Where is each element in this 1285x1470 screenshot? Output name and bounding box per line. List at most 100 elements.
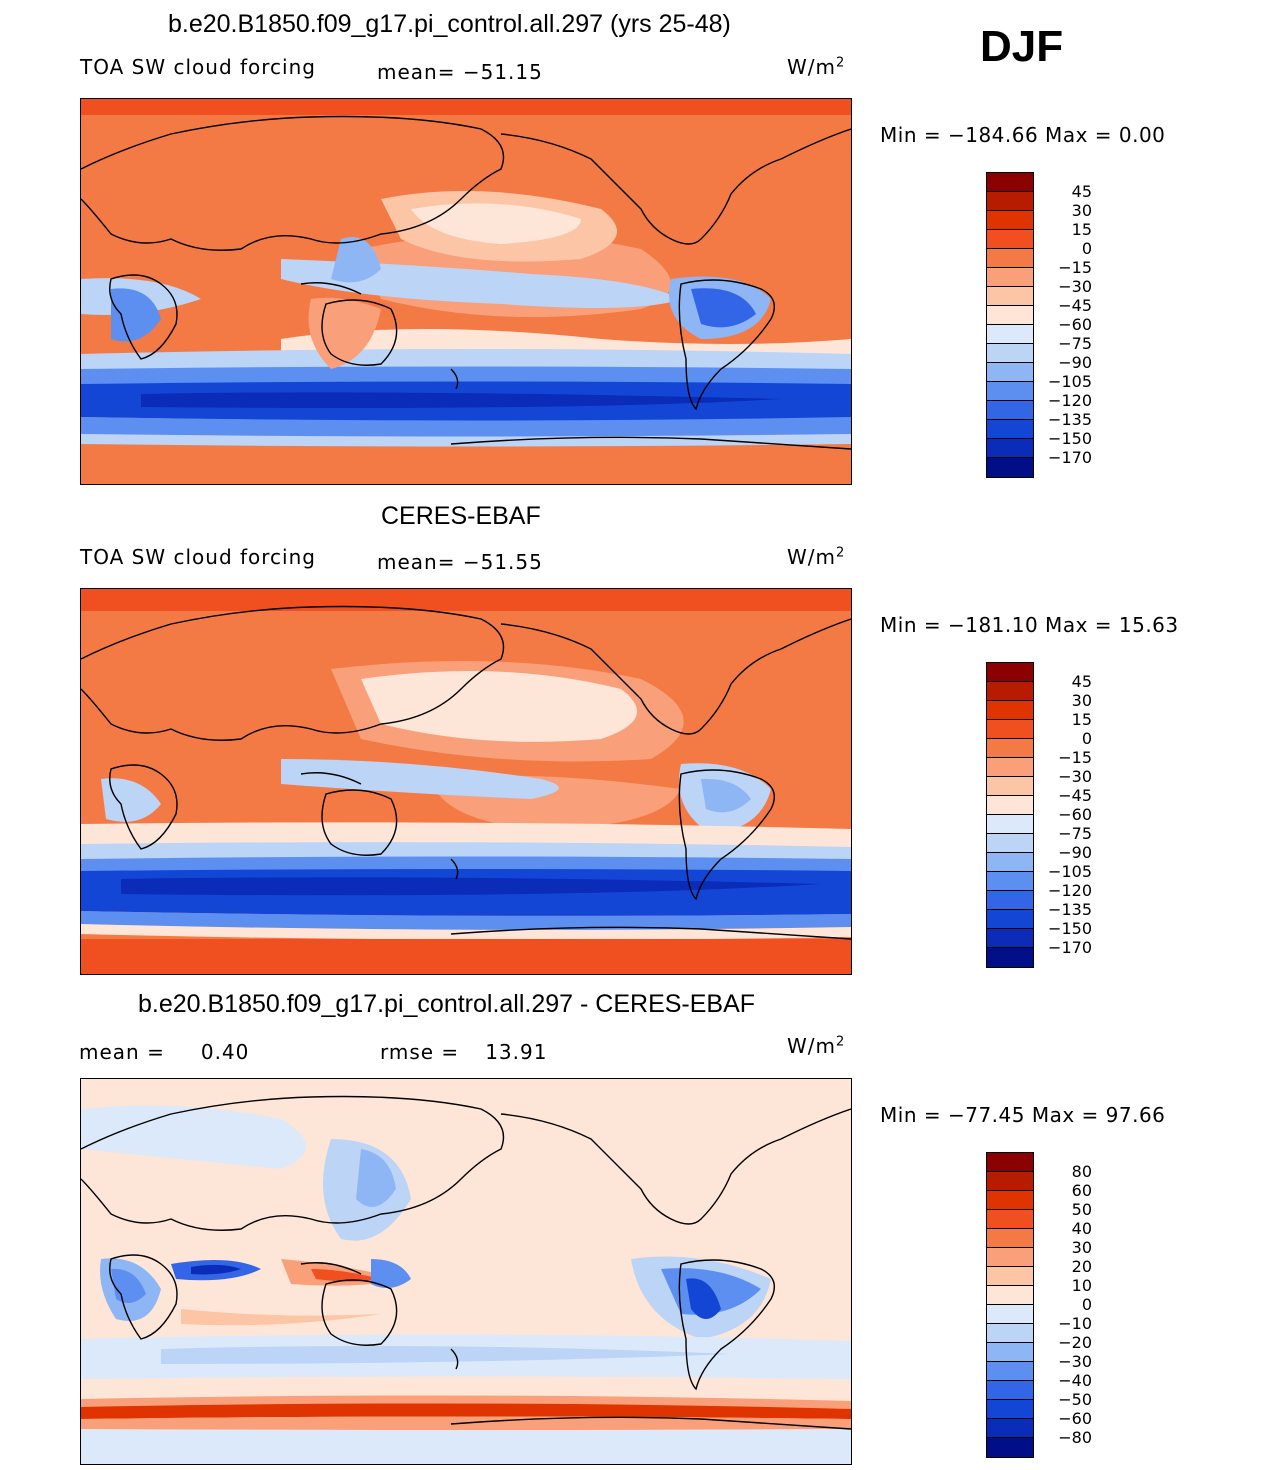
colorbar-segment (987, 1172, 1033, 1191)
colorbar-segment (987, 834, 1033, 853)
colorbar-segment (987, 663, 1033, 682)
colorbar-segment (987, 701, 1033, 720)
colorbar-segment (987, 910, 1033, 929)
panel2-units-base: W/m (787, 545, 836, 569)
panel3-units-exp: 2 (836, 1034, 846, 1050)
panel3-minmax: Min = −77.45 Max = 97.66 (880, 1103, 1166, 1127)
panel2-mean-value: −51.55 (462, 550, 543, 574)
colorbar-tick-label: −75 (1058, 824, 1092, 843)
colorbar-segment (987, 439, 1033, 458)
season-label: DJF (980, 22, 1064, 71)
colorbar-segment (987, 1324, 1033, 1343)
panel2-map (80, 588, 852, 975)
colorbar-segment (987, 1438, 1033, 1457)
colorbar-tick-label: −150 (1048, 919, 1092, 938)
colorbar-segment (987, 192, 1033, 211)
colorbar-tick-label: 80 (1071, 1162, 1092, 1181)
colorbar-segment (987, 249, 1033, 268)
colorbar-tick-label: 0 (1081, 729, 1092, 748)
colorbar-tick-label: −45 (1058, 786, 1092, 805)
colorbar-segment (987, 796, 1033, 815)
panel2-units-exp: 2 (836, 545, 846, 561)
panel1-mean-value: −51.15 (462, 60, 543, 84)
colorbar-tick-label: −15 (1058, 748, 1092, 767)
panel2-mean-label: mean= (377, 550, 463, 574)
colorbar-segment (987, 1419, 1033, 1438)
colorbar-segment (987, 306, 1033, 325)
colorbar-tick-label: −10 (1058, 1314, 1092, 1333)
panel1-minmax: Min = −184.66 Max = 0.00 (880, 123, 1166, 147)
colorbar-segment (987, 758, 1033, 777)
colorbar-tick-label: 15 (1071, 220, 1092, 239)
colorbar-tick-label: 45 (1071, 182, 1092, 201)
colorbar-tick-label: 45 (1071, 672, 1092, 691)
colorbar-tick-label: 30 (1071, 691, 1092, 710)
panel3-contour-field (81, 1079, 851, 1464)
colorbar-segment (987, 853, 1033, 872)
colorbar-segment (987, 1286, 1033, 1305)
colorbar-tick-label: −30 (1058, 277, 1092, 296)
colorbar-segment (987, 1362, 1033, 1381)
panel1-mean: mean= −51.15 (377, 60, 543, 84)
colorbar-segment (987, 363, 1033, 382)
colorbar-tick-label: −60 (1058, 805, 1092, 824)
colorbar-tick-label: −90 (1058, 353, 1092, 372)
colorbar-tick-label: −50 (1058, 1390, 1092, 1409)
panel2-units: W/m2 (787, 545, 845, 569)
colorbar-tick-label: 10 (1071, 1276, 1092, 1295)
colorbar-tick-label: −170 (1048, 938, 1092, 957)
panel2-title: CERES-EBAF (381, 502, 541, 530)
panel2-contour-field (81, 589, 851, 974)
colorbar-tick-label: 60 (1071, 1181, 1092, 1200)
colorbar-segment (987, 720, 1033, 739)
panel3-units: W/m2 (787, 1034, 845, 1058)
colorbar-segment (987, 268, 1033, 287)
colorbar-tick-label: −120 (1048, 391, 1092, 410)
colorbar-segment (987, 929, 1033, 948)
colorbar-tick-label: −60 (1058, 1409, 1092, 1428)
colorbar-tick-label: 15 (1071, 710, 1092, 729)
panel2-variable-label: TOA SW cloud forcing (80, 545, 316, 569)
panel2-minmax: Min = −181.10 Max = 15.63 (880, 613, 1179, 637)
panel3-units-base: W/m (787, 1034, 836, 1058)
colorbar-tick-label: 20 (1071, 1257, 1092, 1276)
panel2-colorbar (986, 662, 1034, 968)
colorbar-segment (987, 230, 1033, 249)
colorbar-tick-label: −30 (1058, 1352, 1092, 1371)
panel1-map (80, 98, 852, 485)
panel2-mean: mean= −51.55 (377, 550, 543, 574)
colorbar-segment (987, 211, 1033, 230)
colorbar-tick-label: 50 (1071, 1200, 1092, 1219)
panel3-title: b.e20.B1850.f09_g17.pi_control.all.297 -… (138, 990, 756, 1018)
panel3-rmse-value: 13.91 (485, 1040, 548, 1064)
colorbar-tick-label: −105 (1048, 372, 1092, 391)
colorbar-segment (987, 682, 1033, 701)
colorbar-segment (987, 1267, 1033, 1286)
colorbar-tick-label: −120 (1048, 881, 1092, 900)
panel1-units-base: W/m (787, 55, 836, 79)
colorbar-segment (987, 1191, 1033, 1210)
colorbar-tick-label: 40 (1071, 1219, 1092, 1238)
colorbar-tick-label: 30 (1071, 1238, 1092, 1257)
colorbar-segment (987, 1400, 1033, 1419)
panel3-colorbar (986, 1152, 1034, 1458)
colorbar-segment (987, 1248, 1033, 1267)
colorbar-tick-label: 0 (1081, 239, 1092, 258)
colorbar-tick-label: −15 (1058, 258, 1092, 277)
colorbar-segment (987, 420, 1033, 439)
colorbar-segment (987, 401, 1033, 420)
colorbar-tick-label: −105 (1048, 862, 1092, 881)
colorbar-tick-label: −135 (1048, 900, 1092, 919)
panel3-mean: mean = 0.40 (79, 1040, 249, 1064)
panel1-contour-field (81, 99, 851, 484)
panel1-title: b.e20.B1850.f09_g17.pi_control.all.297 (… (168, 10, 731, 38)
colorbar-tick-label: 30 (1071, 201, 1092, 220)
panel1-variable-label: TOA SW cloud forcing (80, 55, 316, 79)
colorbar-segment (987, 891, 1033, 910)
colorbar-tick-label: −80 (1058, 1428, 1092, 1447)
colorbar-segment (987, 872, 1033, 891)
colorbar-segment (987, 739, 1033, 758)
colorbar-segment (987, 1210, 1033, 1229)
colorbar-tick-label: −60 (1058, 315, 1092, 334)
panel1-colorbar (986, 172, 1034, 478)
